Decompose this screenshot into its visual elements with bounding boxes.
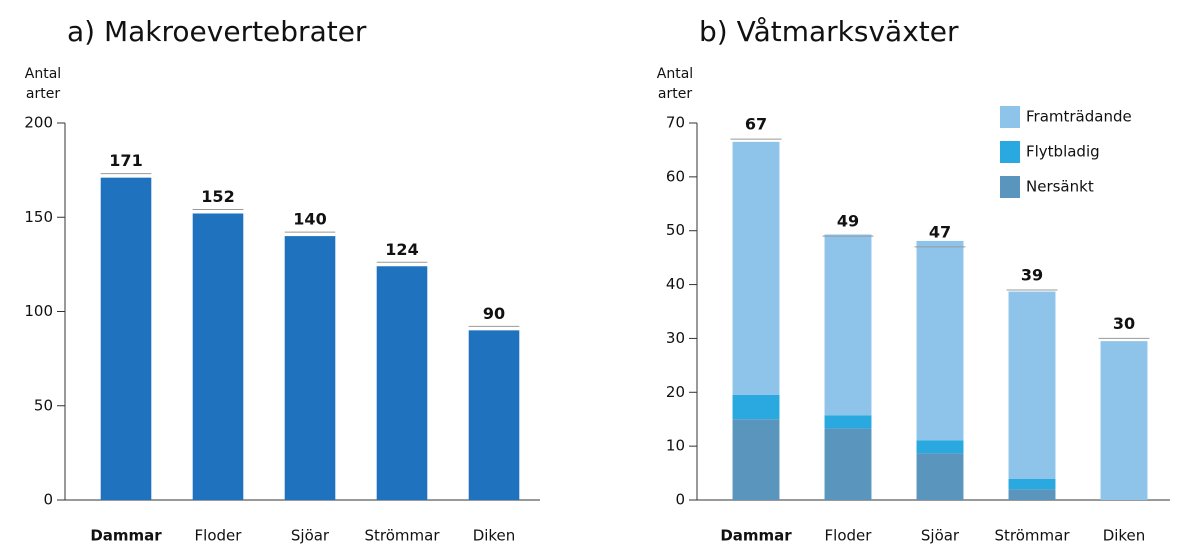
bar-segment <box>916 440 964 454</box>
data-label: 152 <box>201 187 234 206</box>
data-label: 140 <box>293 210 326 229</box>
total-label: 49 <box>837 212 859 231</box>
bar-segment <box>824 415 872 429</box>
chart-title: a) Makroevertebrater <box>67 15 367 48</box>
y-tick-label: 50 <box>666 221 685 239</box>
y-axis-label: arter <box>658 86 692 102</box>
bar-segment <box>1008 478 1056 490</box>
y-axis-label: arter <box>26 86 60 102</box>
x-tick-label: Floder <box>825 527 873 545</box>
y-tick-label: 30 <box>666 329 685 347</box>
bar-segment <box>732 419 780 500</box>
bar-segment <box>824 234 872 416</box>
x-tick-label: Diken <box>1103 527 1146 545</box>
legend-label: Framträdande <box>1026 108 1132 126</box>
y-tick-label: 20 <box>666 383 685 401</box>
bar-segment <box>916 240 964 441</box>
y-axis-label: Antal <box>25 66 61 82</box>
bar-segment <box>916 453 964 500</box>
bar-segment <box>1008 291 1056 479</box>
legend-label: Flytbladig <box>1026 143 1100 161</box>
legend-swatch <box>1000 141 1020 163</box>
y-tick-label: 10 <box>666 437 685 455</box>
chart-title: b) Våtmarksväxter <box>699 15 959 48</box>
bar <box>376 266 428 500</box>
x-tick-label: Sjöar <box>291 527 330 545</box>
y-tick-label: 50 <box>34 396 53 414</box>
y-tick-label: 0 <box>675 491 685 509</box>
legend-label: Nersänkt <box>1026 178 1094 196</box>
bar-segment <box>1008 489 1056 500</box>
bar <box>100 177 152 501</box>
x-tick-label: Dammar <box>90 527 162 545</box>
y-tick-label: 60 <box>666 167 685 185</box>
data-label: 171 <box>109 151 142 170</box>
y-tick-label: 100 <box>24 302 53 320</box>
x-tick-label: Sjöar <box>921 527 960 545</box>
bar <box>284 236 336 500</box>
total-label: 39 <box>1021 265 1043 284</box>
legend-swatch <box>1000 106 1020 128</box>
bar <box>192 213 244 501</box>
x-tick-label: Strömmar <box>365 527 441 545</box>
x-tick-label: Dammar <box>720 527 792 545</box>
data-label: 124 <box>385 240 418 259</box>
bar-segment <box>1100 341 1148 500</box>
total-label: 47 <box>929 222 951 241</box>
y-tick-label: 0 <box>43 491 53 509</box>
x-tick-label: Diken <box>473 527 516 545</box>
total-label: 67 <box>745 115 767 134</box>
y-tick-label: 70 <box>666 114 685 132</box>
data-label: 90 <box>483 304 505 323</box>
bar-segment <box>732 141 780 395</box>
bar-segment <box>732 394 780 420</box>
x-tick-label: Strömmar <box>995 527 1071 545</box>
y-axis-label: Antal <box>657 66 693 82</box>
y-tick-label: 150 <box>24 208 53 226</box>
total-label: 30 <box>1113 314 1135 333</box>
y-tick-label: 200 <box>24 114 53 132</box>
legend-swatch <box>1000 176 1020 198</box>
y-tick-label: 40 <box>666 275 685 293</box>
bar <box>468 330 520 500</box>
bar-segment <box>824 428 872 500</box>
x-tick-label: Floder <box>195 527 243 545</box>
